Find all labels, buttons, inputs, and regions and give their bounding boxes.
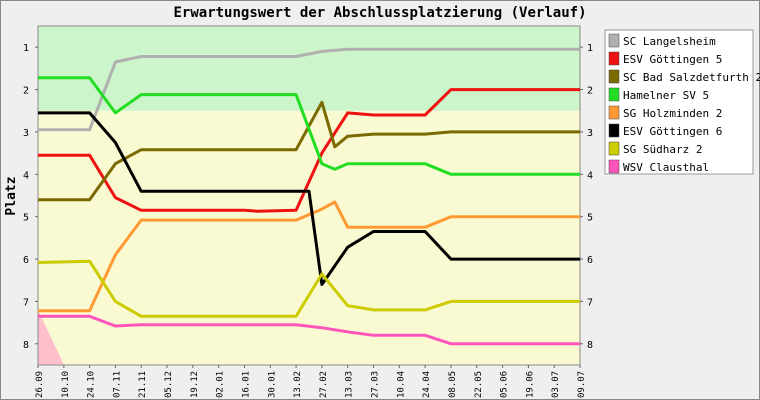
x-tick-label: 21.11	[138, 371, 148, 398]
series-line-7	[37, 259, 580, 318]
x-tick-label: 24.10	[87, 371, 97, 398]
legend-box	[604, 29, 754, 175]
corner-triangle	[38, 309, 64, 365]
y-tick-label: 6	[23, 255, 29, 266]
legend-swatch	[608, 159, 620, 174]
legend-label: SG Südharz 2	[623, 143, 702, 156]
legend-swatch	[608, 51, 620, 66]
x-tick-label: 09.07	[577, 371, 587, 398]
x-tick-label: 13.03	[345, 371, 355, 398]
legend-label: SC Bad Salzdetfurth 2	[623, 71, 760, 84]
zone-band-1	[38, 26, 580, 111]
series-line-5	[38, 200, 580, 313]
y-tick-label: 7	[587, 297, 593, 308]
legend-label: Hamelner SV 5	[623, 89, 709, 102]
legend-label: ESV Göttingen 6	[623, 125, 722, 138]
x-tick-label: 24.04	[422, 371, 432, 398]
legend-swatch	[608, 87, 620, 102]
series-lines	[37, 47, 580, 346]
x-tick-label: 03.07	[551, 371, 561, 398]
y-tick-label: 1	[23, 43, 29, 54]
y-tick-label: 5	[587, 213, 593, 224]
x-tick-label: 02.01	[216, 371, 226, 398]
series-line-6	[38, 111, 580, 286]
y-tick-label: 4	[587, 170, 593, 181]
x-tick-label: 05.12	[164, 371, 174, 398]
legend: SC Langelsheim ESV Göttingen 5 SC Bad Salz…	[604, 29, 760, 175]
y-tick-label: 8	[587, 340, 593, 351]
legend-label: SG Holzminden 2	[623, 107, 722, 120]
legend-label: WSV Clausthal	[623, 161, 709, 174]
x-tick-label: 13.02	[293, 371, 303, 398]
legend-swatch	[608, 141, 620, 156]
x-tick-label: 07.11	[112, 371, 122, 398]
x-tick-label: 27.02	[319, 371, 329, 398]
legend-label: ESV Göttingen 5	[623, 53, 722, 66]
series-line-8	[38, 314, 580, 346]
legend-swatch	[608, 33, 620, 48]
y-tick-label: 6	[587, 255, 593, 266]
legend-label: SC Langelsheim	[623, 35, 716, 48]
y-tick-labels-right: 1 2 3 4 5 6 7 8	[587, 43, 593, 351]
x-tick-label: 30.01	[267, 371, 277, 398]
y-axis-label: Platz	[4, 176, 19, 215]
x-tick-label: 08.05	[448, 371, 458, 398]
x-tick-label: 27.03	[371, 371, 381, 398]
y-tick-label: 5	[23, 213, 29, 224]
x-tick-label: 19.06	[525, 371, 535, 398]
y-tick-label: 3	[23, 128, 29, 139]
x-tick-label: 26.09	[35, 371, 45, 398]
series-line-4	[38, 76, 580, 176]
y-tick-label: 7	[23, 297, 29, 308]
y-tick-label: 1	[587, 43, 593, 54]
y-tick-label: 4	[23, 170, 29, 181]
corner-mark	[38, 309, 64, 365]
x-tick-label: 22.05	[474, 371, 484, 398]
chart-title: Erwartungswert der Abschlussplatzierung …	[173, 5, 586, 21]
x-tick-label: 19.12	[190, 371, 200, 398]
y-tick-label: 2	[587, 86, 593, 97]
x-tick-label: 10.10	[61, 371, 71, 398]
x-tick-label: 16.01	[241, 371, 251, 398]
x-tick-label: 05.06	[500, 371, 510, 398]
series-line-3	[38, 100, 580, 202]
plot-border	[37, 25, 581, 366]
y-tick-label: 2	[23, 86, 29, 97]
x-tick-label: 10.04	[396, 371, 406, 398]
y-tick-labels-left: 1 2 3 4 5 6 7 8	[23, 43, 29, 351]
x-tick-labels: 26.09 10.10 24.10 07.11 21.11 05.12 19.12 02.01…	[35, 371, 587, 398]
y-tick-label: 3	[587, 128, 593, 139]
y-tick-label: 8	[23, 340, 29, 351]
legend-swatch	[608, 123, 620, 138]
legend-swatch	[608, 105, 620, 120]
axis-ticks	[35, 25, 583, 368]
series-line-2	[38, 88, 580, 213]
legend-swatch	[608, 69, 620, 84]
